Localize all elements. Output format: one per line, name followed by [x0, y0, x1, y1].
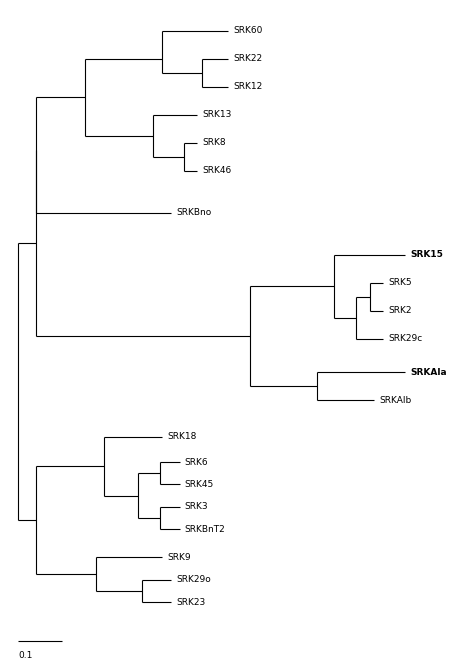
- Text: SRK29c: SRK29c: [388, 334, 422, 343]
- Text: SRK22: SRK22: [234, 54, 263, 63]
- Text: SRK9: SRK9: [167, 552, 191, 562]
- Text: SRK29o: SRK29o: [176, 575, 211, 584]
- Text: SRK2: SRK2: [388, 306, 411, 315]
- Text: SRK13: SRK13: [202, 110, 232, 120]
- Text: SRKBnT2: SRKBnT2: [185, 525, 226, 534]
- Text: SRK12: SRK12: [234, 82, 263, 91]
- Text: SRKBno: SRKBno: [176, 208, 211, 217]
- Text: SRK6: SRK6: [185, 458, 209, 466]
- Text: SRK46: SRK46: [202, 166, 232, 175]
- Text: SRK15: SRK15: [410, 250, 443, 259]
- Text: 0.1: 0.1: [18, 651, 33, 660]
- Text: SRK8: SRK8: [202, 138, 226, 147]
- Text: SRK45: SRK45: [185, 480, 214, 489]
- Text: SRKAlb: SRKAlb: [379, 396, 411, 405]
- Text: SRK60: SRK60: [234, 26, 263, 35]
- Text: SRK5: SRK5: [388, 278, 412, 288]
- Text: SRK23: SRK23: [176, 597, 205, 607]
- Text: SRK3: SRK3: [185, 502, 209, 511]
- Text: SRKAla: SRKAla: [410, 368, 447, 377]
- Text: SRK18: SRK18: [167, 432, 197, 442]
